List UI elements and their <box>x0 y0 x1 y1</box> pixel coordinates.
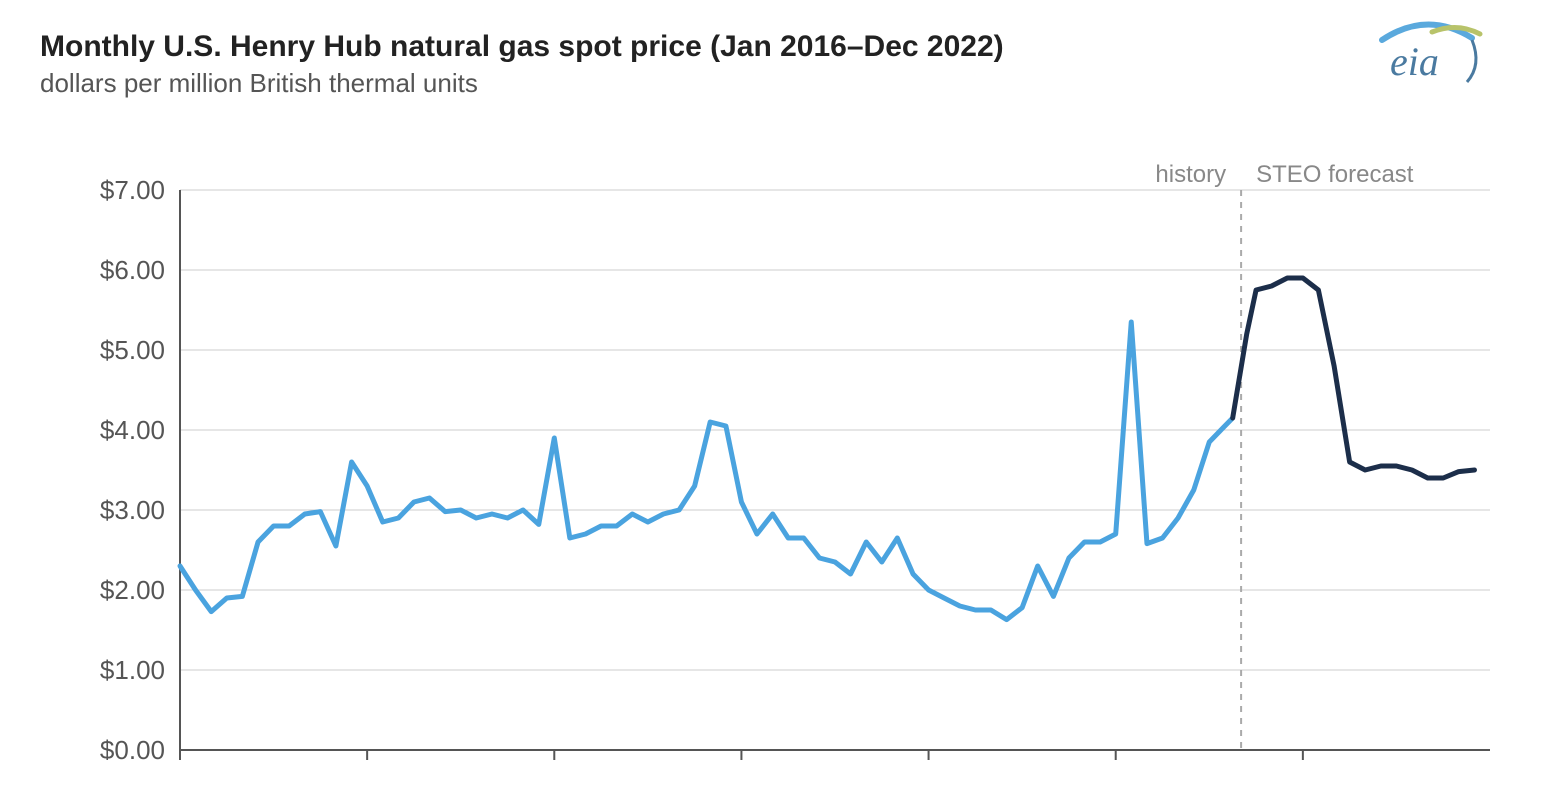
y-tick-label: $3.00 <box>100 495 165 525</box>
y-tick-label: $6.00 <box>100 255 165 285</box>
series-history <box>180 322 1233 620</box>
forecast-label: STEO forecast <box>1256 161 1414 188</box>
y-tick-label: $0.00 <box>100 735 165 760</box>
y-tick-label: $2.00 <box>100 575 165 605</box>
history-label: history <box>1155 161 1226 188</box>
y-tick-label: $5.00 <box>100 335 165 365</box>
series-forecast <box>1233 278 1475 478</box>
chart-container: Monthly U.S. Henry Hub natural gas spot … <box>0 0 1542 786</box>
y-tick-label: $1.00 <box>100 655 165 685</box>
chart-plot: $0.00 $1.00 $2.00 $3.00 $4.00 $5.00 $6.00 $7.00… <box>0 60 1542 760</box>
chart-title: Monthly U.S. Henry Hub natural gas spot … <box>40 30 1502 64</box>
y-tick-label: $7.00 <box>100 175 165 205</box>
y-tick-label: $4.00 <box>100 415 165 445</box>
